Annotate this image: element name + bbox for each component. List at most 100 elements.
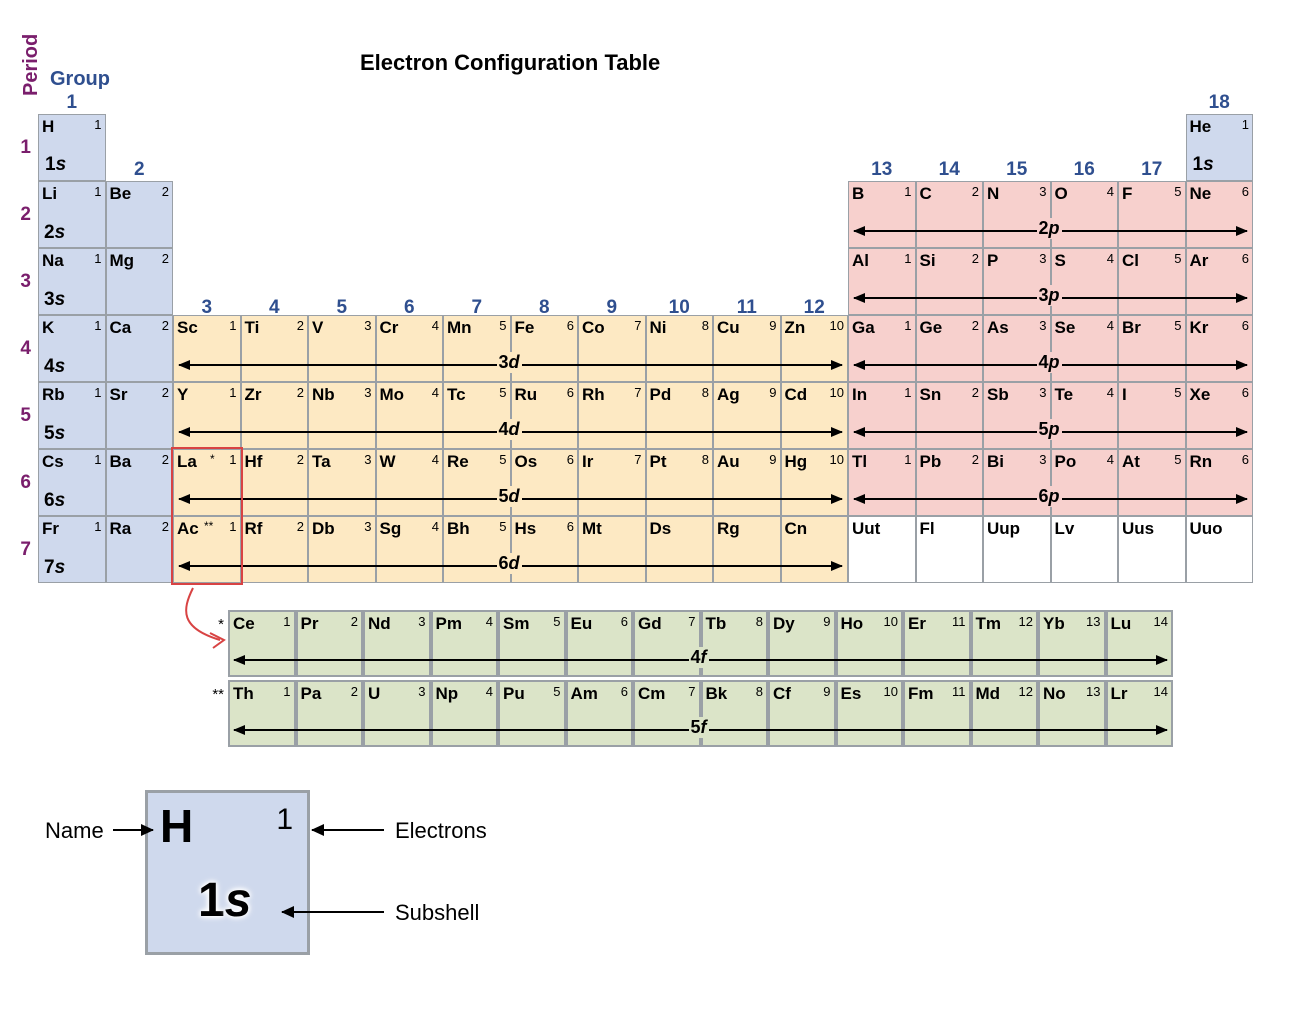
element-symbol: Np — [436, 684, 459, 704]
block-arrow: 5f — [234, 729, 1167, 731]
element-symbol: Cr — [380, 318, 399, 338]
electron-count: 5 — [1174, 184, 1181, 199]
element-cell: Lr14 — [1106, 680, 1174, 747]
electron-count: 7 — [688, 614, 695, 629]
block-arrow: 3d — [179, 364, 842, 366]
element-symbol: No — [1043, 684, 1066, 704]
element-cell: F5 — [1118, 181, 1186, 248]
element-symbol: Zr — [245, 385, 262, 405]
element-symbol: Bk — [706, 684, 728, 704]
element-symbol: Al — [852, 251, 869, 271]
element-cell: Hf2 — [241, 449, 309, 516]
legend-pointer — [113, 829, 153, 831]
element-symbol: Cm — [638, 684, 665, 704]
element-symbol: Re — [447, 452, 469, 472]
electron-count: 1 — [904, 452, 911, 467]
period-number: 2 — [13, 204, 31, 226]
block-arrow: 6p — [854, 498, 1247, 500]
element-cell: Pb2 — [916, 449, 984, 516]
element-cell: Tl1 — [848, 449, 916, 516]
element-cell: U3 — [363, 680, 431, 747]
block-arrow-label: 2p — [1037, 218, 1062, 239]
electron-count: 3 — [364, 519, 371, 534]
block-arrow-label: 3p — [1037, 285, 1062, 306]
electron-count: 4 — [432, 318, 439, 333]
element-symbol: Ta — [312, 452, 331, 472]
element-cell: B1 — [848, 181, 916, 248]
electron-count: 2 — [162, 251, 169, 266]
element-symbol: Ar — [1190, 251, 1209, 271]
element-cell: Es10 — [836, 680, 904, 747]
element-cell: Tm12 — [971, 610, 1039, 677]
footnote-mark: * — [210, 452, 215, 466]
element-symbol: Lu — [1111, 614, 1132, 634]
element-cell: Ta3 — [308, 449, 376, 516]
element-symbol: Cd — [785, 385, 808, 405]
element-symbol: Gd — [638, 614, 662, 634]
element-cell: Cd10 — [781, 382, 849, 449]
element-symbol: Nd — [368, 614, 391, 634]
element-cell: Sm5 — [498, 610, 566, 677]
element-cell: Cl5 — [1118, 248, 1186, 315]
element-symbol: K — [42, 318, 54, 338]
legend-cell: H11s — [145, 790, 310, 955]
element-symbol: Ru — [515, 385, 538, 405]
element-cell: Ag9 — [713, 382, 781, 449]
element-symbol: Uut — [852, 519, 880, 539]
element-symbol: Mn — [447, 318, 472, 338]
electron-count: 5 — [499, 385, 506, 400]
subshell-label: 7s — [44, 557, 65, 579]
electron-count: 1 — [229, 385, 236, 400]
element-cell: Ge2 — [916, 315, 984, 382]
element-symbol: Pu — [503, 684, 525, 704]
element-symbol: Ca — [110, 318, 132, 338]
electron-count: 3 — [364, 385, 371, 400]
electron-count: 1 — [229, 519, 236, 534]
group-number: 2 — [106, 159, 174, 181]
block-arrow: 4f — [234, 659, 1167, 661]
element-symbol: C — [920, 184, 932, 204]
element-cell: C2 — [916, 181, 984, 248]
element-symbol: Ga — [852, 318, 875, 338]
element-cell: Cn — [781, 516, 849, 583]
electron-count: 6 — [567, 519, 574, 534]
element-symbol: Rb — [42, 385, 65, 405]
element-symbol: Hg — [785, 452, 808, 472]
element-symbol: As — [987, 318, 1009, 338]
electron-count: 3 — [418, 614, 425, 629]
group-number: 16 — [1051, 159, 1119, 181]
element-symbol: Kr — [1190, 318, 1209, 338]
electron-count: 1 — [1242, 117, 1249, 132]
element-cell: Nd 3 — [363, 610, 431, 677]
electron-count: 8 — [756, 614, 763, 629]
element-cell: Tb8 — [701, 610, 769, 677]
element-symbol: Co — [582, 318, 605, 338]
element-cell: Be2 — [106, 181, 174, 248]
electron-count: 6 — [567, 385, 574, 400]
element-symbol: Lr — [1111, 684, 1128, 704]
block-arrow: 5p — [854, 431, 1247, 433]
element-symbol: Te — [1055, 385, 1074, 405]
period-number: 4 — [13, 338, 31, 360]
element-cell: Sr2 — [106, 382, 174, 449]
element-symbol: S — [1055, 251, 1066, 271]
electron-count: 9 — [823, 684, 830, 699]
element-symbol: Eu — [571, 614, 593, 634]
element-cell: Rh7 — [578, 382, 646, 449]
element-cell: Si2 — [916, 248, 984, 315]
element-symbol: Ti — [245, 318, 260, 338]
electron-count: 2 — [162, 318, 169, 333]
electron-count: 4 — [1107, 385, 1114, 400]
element-symbol: Ds — [650, 519, 672, 539]
electron-count: 5 — [1174, 452, 1181, 467]
element-cell: Pr2 — [296, 610, 364, 677]
element-symbol: Na — [42, 251, 64, 271]
electron-count: 2 — [972, 452, 979, 467]
element-cell: Fl — [916, 516, 984, 583]
electron-count: 1 — [94, 385, 101, 400]
element-symbol: Tc — [447, 385, 466, 405]
electron-count: 5 — [499, 318, 506, 333]
element-symbol: Th — [233, 684, 254, 704]
electron-count: 2 — [972, 385, 979, 400]
legend-symbol: H — [160, 799, 193, 853]
